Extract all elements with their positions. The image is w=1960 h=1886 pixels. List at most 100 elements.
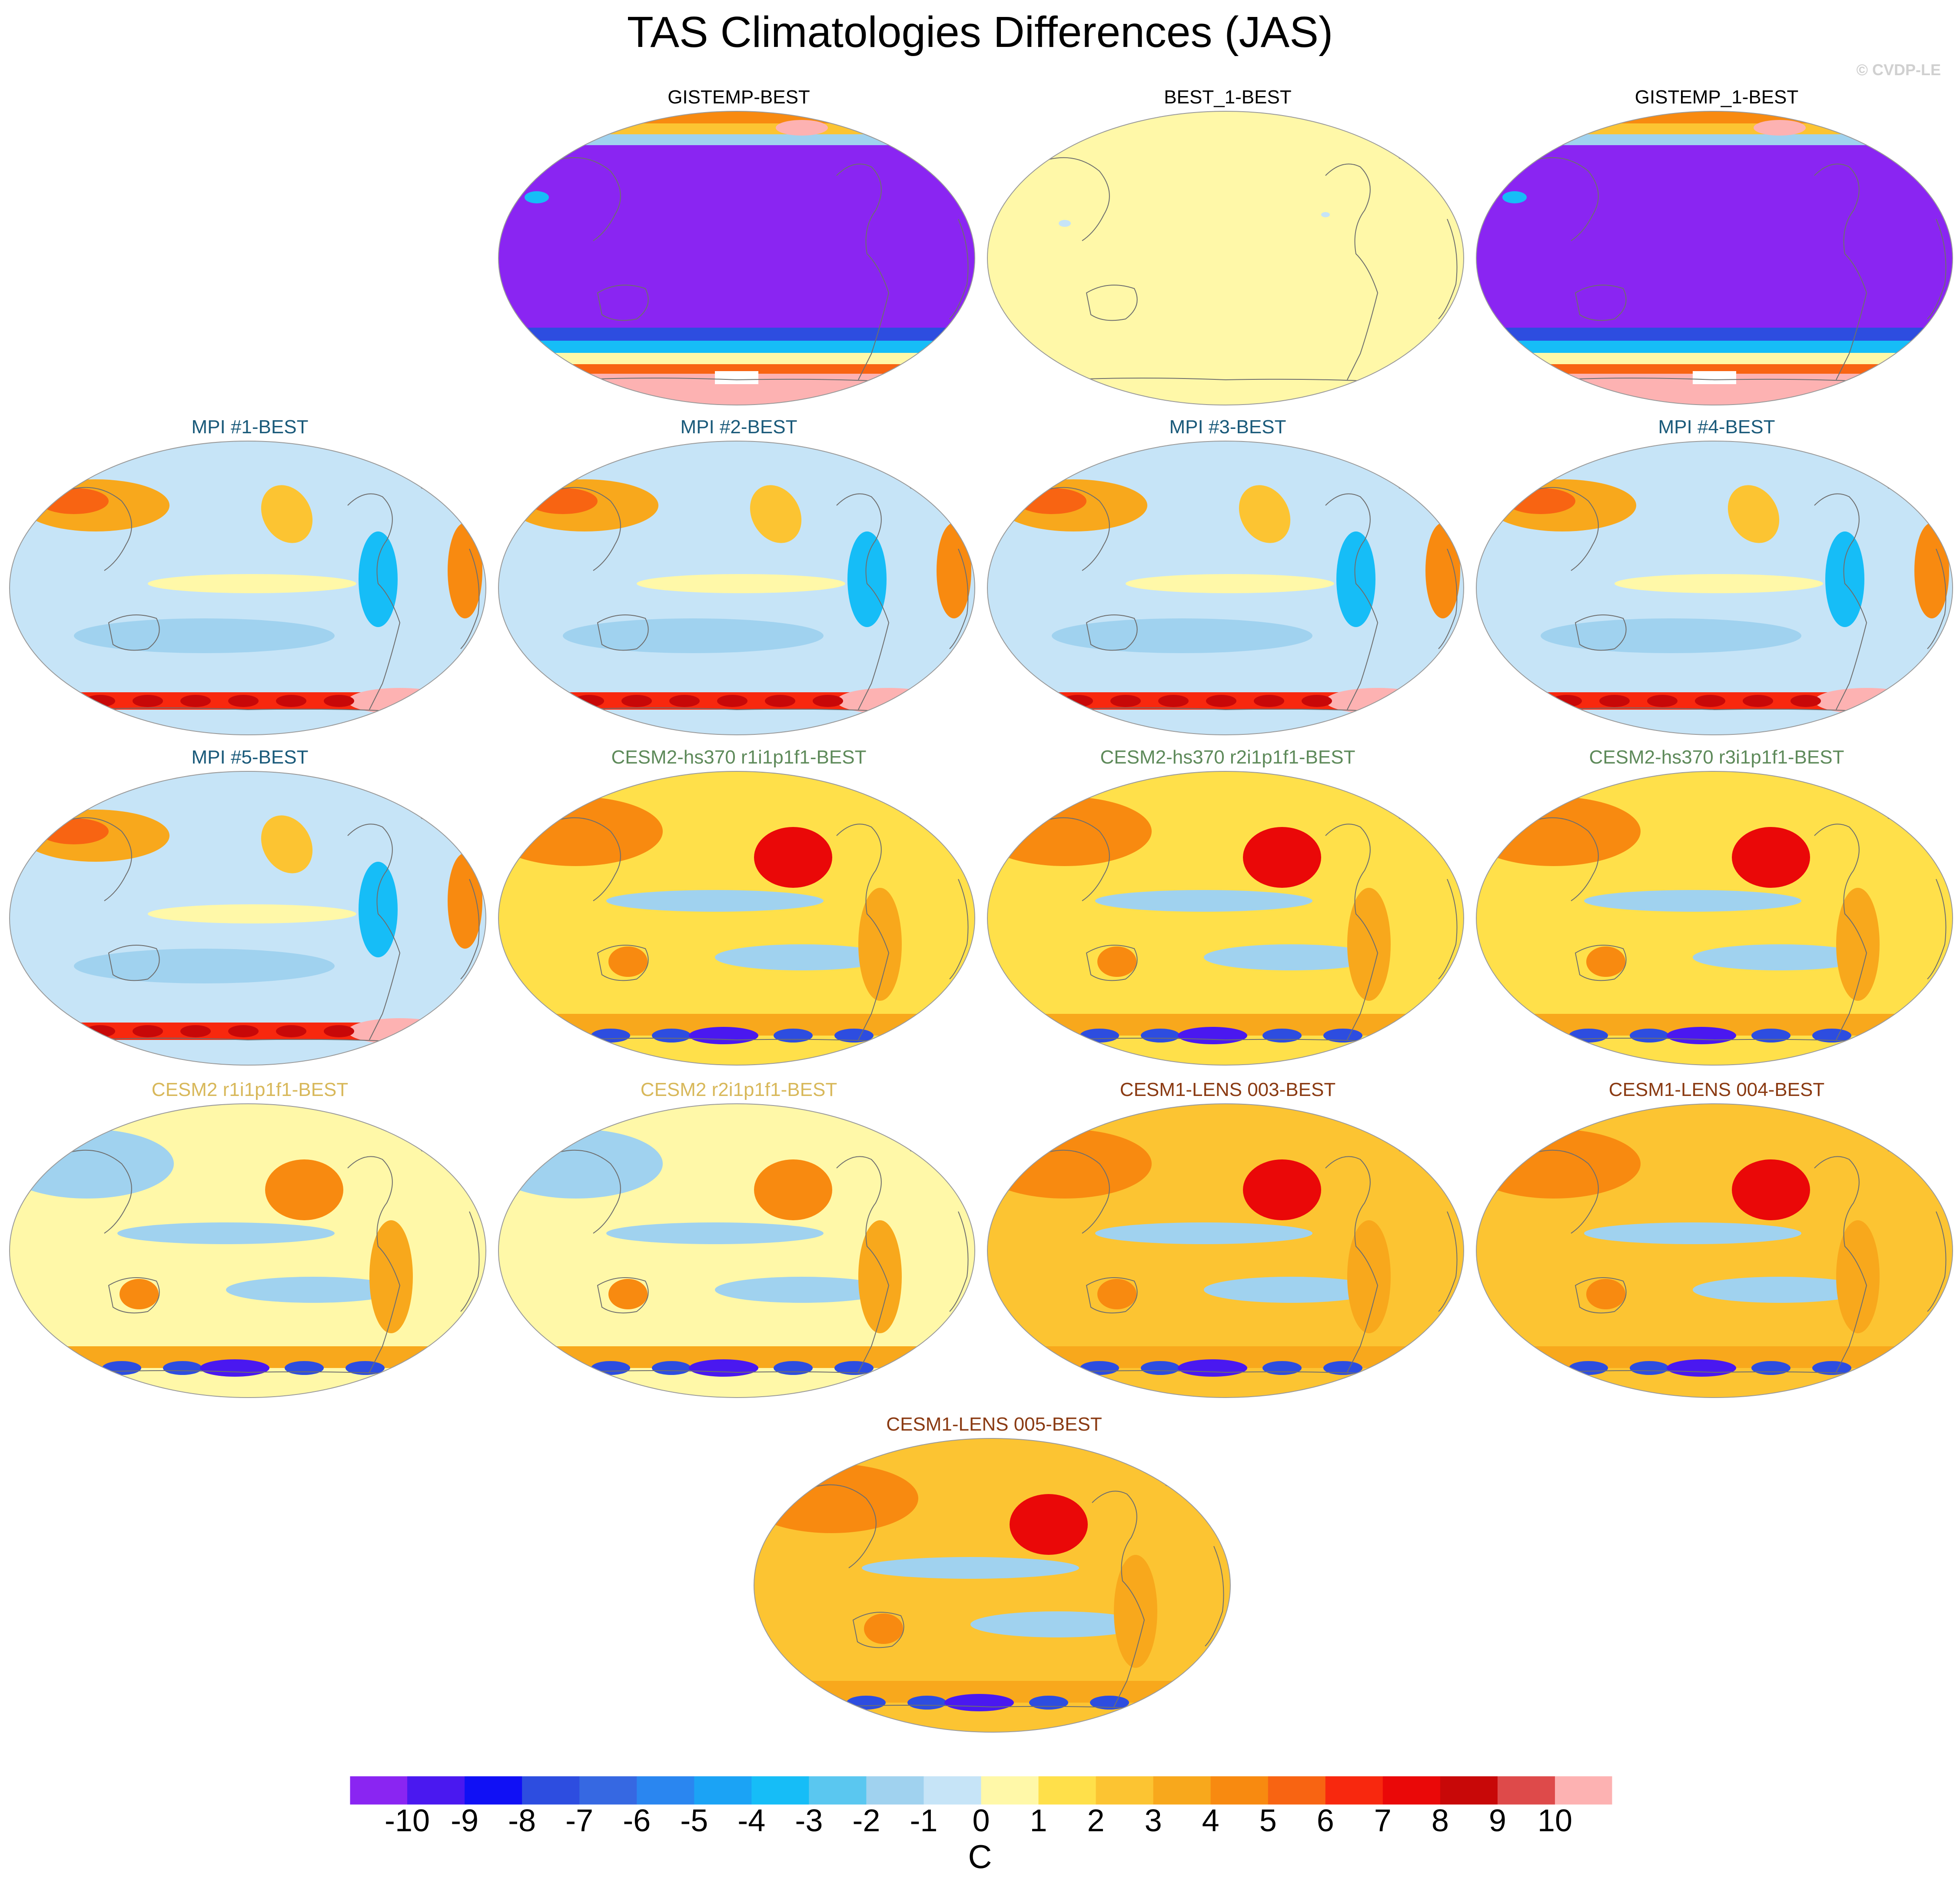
coast-africa [949, 548, 969, 649]
map-panel: GISTEMP-BEST [498, 85, 980, 415]
colorbar-swatch [1153, 1776, 1211, 1805]
southern-hot-spot [1551, 695, 1582, 707]
cold-south-america [1336, 531, 1375, 627]
coast-australia [597, 285, 649, 321]
cool-spot [1502, 191, 1527, 203]
coast-americas [1814, 163, 1867, 380]
antarctic-cold-spot [1019, 1029, 1058, 1043]
southern-hot-spot [1743, 695, 1773, 707]
southern-hot-spot [1647, 695, 1678, 707]
coast-africa [1927, 1211, 1947, 1312]
equatorial-warm-band [148, 904, 356, 923]
panel-title: MPI #3-BEST [1169, 416, 1286, 438]
colorbar-tick-label: 2 [1087, 1803, 1105, 1838]
antarctic-cold-spot [591, 1361, 630, 1375]
southern-band-blue [498, 328, 975, 341]
map-outline [498, 1103, 975, 1398]
cool-southern-band [226, 1277, 400, 1303]
panel-title: GISTEMP_1-BEST [1634, 86, 1799, 108]
coast-australia [1086, 614, 1138, 651]
coast-australia [1575, 1277, 1627, 1314]
coast-asia [549, 817, 621, 901]
hot-eurasia-core [1506, 488, 1575, 514]
panel-title: CESM2 r2i1p1f1-BEST [640, 1079, 837, 1100]
coast-americas [1814, 1156, 1867, 1373]
southern-hot-spot [1504, 695, 1534, 707]
antarctic-cold-spot [1630, 1361, 1669, 1375]
map-panel: MPI #2-BEST [498, 415, 980, 745]
panel-title: CESM1-LENS 005-BEST [886, 1414, 1102, 1435]
map-panel: CESM2-hs370 r3i1p1f1-BEST [1475, 745, 1958, 1076]
coast-americas [1091, 1491, 1145, 1707]
coast-asia [805, 1484, 877, 1568]
missing-data-patch [1693, 371, 1736, 384]
antarctic-cold-spot [1323, 1029, 1362, 1043]
warm-south-america [1347, 888, 1391, 1001]
coast-australia [597, 614, 649, 651]
cool-tropical-band [1095, 890, 1312, 912]
southern-band-red [498, 364, 975, 374]
southern-band-red [1476, 364, 1953, 374]
map-panel: CESM2 r2i1p1f1-BEST [498, 1078, 980, 1408]
warm-australia [608, 1279, 648, 1309]
cool-tropical-band [1584, 890, 1801, 912]
map-outline [498, 441, 975, 735]
map-panel: CESM1-LENS 003-BEST [987, 1078, 1469, 1408]
antarctic-cold-spot [285, 1361, 324, 1375]
coast-australia [852, 1612, 904, 1648]
equatorial-warm-band [148, 574, 356, 593]
antarctic-cold-spot [41, 1361, 80, 1375]
antarctic-cold-spot [1141, 1029, 1180, 1043]
antarctic-cold-spot [907, 1696, 947, 1710]
antarctic-cold-spot [1262, 1029, 1302, 1043]
colorbar-swatch [1497, 1776, 1555, 1805]
warm-north-america [750, 485, 802, 543]
missing-data-patch [715, 371, 758, 384]
coast-americas [836, 163, 890, 380]
map-panel: CESM1-LENS 004-BEST [1475, 1078, 1958, 1408]
coast-americas [1325, 823, 1379, 1040]
coast-australia [597, 945, 649, 981]
panel-title: CESM2-hs370 r2i1p1f1-BEST [1100, 747, 1355, 768]
coast-asia [1038, 1149, 1110, 1234]
warm-south-america [1836, 888, 1880, 1001]
robinson-map [753, 1438, 1231, 1733]
map-field [1476, 111, 1953, 405]
antarctic-cold-spot [785, 1696, 825, 1710]
map-field [987, 111, 1464, 405]
colorbar-border [349, 1776, 1613, 1805]
southern-hot-spot [228, 1025, 259, 1037]
colorbar-swatch [981, 1776, 1039, 1805]
colorbar-tick-label: 4 [1202, 1803, 1219, 1838]
cool-spot [525, 191, 549, 203]
map-field [498, 1104, 975, 1398]
colorbar-swatch [694, 1776, 752, 1805]
north-america-hot [1732, 827, 1810, 888]
coast-americas [347, 493, 401, 710]
southern-hot-spot [180, 695, 211, 707]
panel-title: CESM1-LENS 003-BEST [1120, 1079, 1336, 1100]
robinson-map [1476, 771, 1953, 1066]
warm-south-america [1347, 1220, 1391, 1333]
map-panel: MPI #1-BEST [9, 415, 491, 745]
map-field [987, 1104, 1464, 1398]
coast-asia [549, 157, 621, 241]
antarctic-cold-spot [774, 1029, 813, 1043]
hot-eurasia-core [39, 488, 109, 514]
cold-south-america [1825, 531, 1864, 627]
panel-title: MPI #2-BEST [680, 416, 797, 438]
colorbar-swatch [809, 1776, 867, 1805]
antarctic-cold-spot [774, 1361, 813, 1375]
map-outline [9, 441, 486, 735]
equatorial-warm-band [1126, 574, 1334, 593]
map-field [10, 771, 486, 1065]
antarctic-cold-spot [530, 1361, 569, 1375]
antarctic-cold-spot [652, 1361, 691, 1375]
colorbar-swatch [1038, 1776, 1096, 1805]
map-field [498, 111, 975, 405]
coast-africa [1438, 548, 1458, 649]
panel-title: MPI #4-BEST [1658, 416, 1775, 438]
antarctic-deep-cold [1178, 1027, 1247, 1044]
map-field [754, 1438, 1230, 1732]
cool-southern-band [715, 944, 889, 970]
